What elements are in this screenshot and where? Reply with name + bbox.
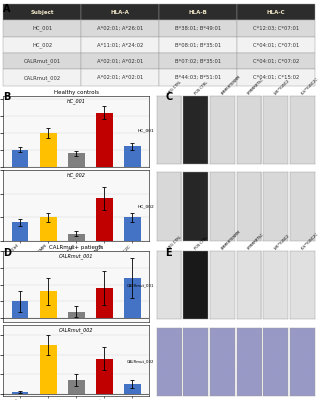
Bar bbox=[124, 278, 141, 318]
Title: NEG CTRL: NEG CTRL bbox=[167, 235, 183, 251]
Bar bbox=[68, 153, 85, 166]
Title: POS CTRL: POS CTRL bbox=[194, 81, 209, 96]
Y-axis label: HC_002: HC_002 bbox=[137, 205, 154, 209]
Text: CALRmut_002: CALRmut_002 bbox=[59, 327, 93, 333]
Title: CALRmut+ patients: CALRmut+ patients bbox=[49, 246, 103, 250]
Y-axis label: CALRmut_001: CALRmut_001 bbox=[127, 283, 154, 287]
Title: 8MMRRTENMM: 8MMRRTENMM bbox=[220, 74, 242, 96]
Bar bbox=[11, 222, 28, 241]
Bar bbox=[96, 113, 113, 166]
Title: LVK*YGNC2: LVK*YGNC2 bbox=[274, 78, 291, 96]
Bar bbox=[68, 380, 85, 394]
Bar bbox=[68, 312, 85, 318]
Text: A: A bbox=[3, 4, 11, 14]
Bar bbox=[124, 384, 141, 394]
Bar bbox=[96, 198, 113, 241]
Bar bbox=[124, 146, 141, 166]
Y-axis label: HC_001: HC_001 bbox=[137, 128, 154, 132]
Bar bbox=[96, 359, 113, 394]
Y-axis label: CALRmut_002: CALRmut_002 bbox=[127, 360, 154, 364]
Text: HC_001: HC_001 bbox=[67, 98, 86, 104]
Bar bbox=[124, 217, 141, 241]
Bar bbox=[40, 345, 57, 394]
Bar bbox=[68, 234, 85, 241]
Title: SPMMRRTSC: SPMMRRTSC bbox=[247, 78, 266, 96]
Title: 8MMRRTENMM: 8MMRRTENMM bbox=[220, 230, 242, 251]
Bar bbox=[11, 302, 28, 318]
Bar bbox=[11, 392, 28, 394]
Bar bbox=[40, 291, 57, 318]
Bar bbox=[40, 133, 57, 166]
X-axis label: Peptides: Peptides bbox=[65, 270, 88, 276]
Text: HC_002: HC_002 bbox=[67, 172, 86, 178]
Title: KLV*YGNC2C: KLV*YGNC2C bbox=[300, 77, 318, 96]
Text: D: D bbox=[3, 248, 11, 258]
Bar bbox=[96, 288, 113, 318]
Bar bbox=[11, 150, 28, 166]
Title: NEG CTRL: NEG CTRL bbox=[167, 80, 183, 96]
Title: SPMMRRTSC: SPMMRRTSC bbox=[247, 232, 266, 251]
Bar bbox=[40, 217, 57, 241]
Text: C: C bbox=[165, 92, 173, 102]
Title: LVK*YGNC2: LVK*YGNC2 bbox=[274, 234, 291, 251]
Title: KLV*YGNC2C: KLV*YGNC2C bbox=[300, 232, 318, 251]
Text: CALRmut_001: CALRmut_001 bbox=[59, 253, 93, 259]
Title: POS CTRL: POS CTRL bbox=[194, 236, 209, 251]
Text: E: E bbox=[165, 248, 172, 258]
Text: B: B bbox=[3, 92, 10, 102]
Title: Healthy controls: Healthy controls bbox=[54, 90, 99, 96]
